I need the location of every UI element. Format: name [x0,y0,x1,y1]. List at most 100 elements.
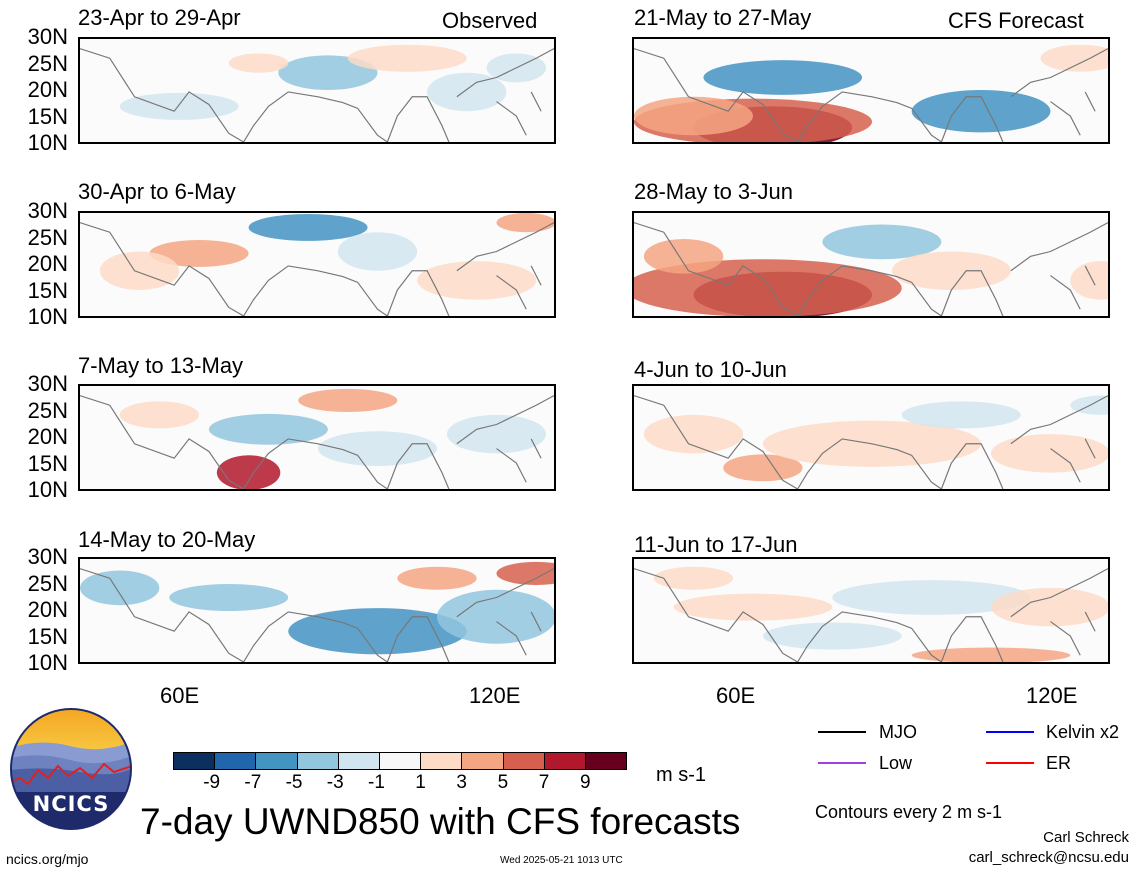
colorbar-tick-label: 1 [415,772,426,793]
lat-tick-label: 10N [27,477,68,502]
lat-tick-label: 10N [27,304,68,329]
wind-anomaly-area [991,434,1108,473]
colorbar-tick-label: 5 [497,772,509,793]
colorbar-tick-label: 3 [456,772,467,793]
wind-anomaly-area [446,414,547,454]
lat-tick-label: 10N [27,130,68,155]
wind-anomaly-area [169,584,289,611]
map-panel-observed-4 [78,557,556,664]
coastline [80,568,554,662]
panel-title: 21-May to 27-May [634,5,812,30]
wind-anomaly-area [397,566,477,590]
panel-title: 30-Apr to 6-May [78,179,236,204]
wind-anomaly-area [317,431,437,466]
wind-anomaly-area [298,388,398,412]
lat-tick-label: 25N [27,50,68,76]
coastline [80,222,554,316]
lat-tick-label: 15N [27,103,68,129]
colorbar-tick-label: 9 [580,772,591,793]
panel-title: 28-May to 3-Jun [634,179,793,204]
coastline [80,395,554,489]
lat-tick-label: 15N [27,277,68,303]
author-email[interactable]: carl_schreck@ncsu.edu [968,849,1129,866]
lat-tick-label: 15N [27,450,68,476]
colorbar-tick-label: 7 [538,772,550,793]
colorbar-swatch [296,752,339,770]
coastline [634,568,1108,662]
wind-anomaly-area [643,414,744,454]
lon-tick-label: 60E [160,683,200,708]
contour-note: Contours every 2 m s-1 [815,802,1003,822]
wind-anomaly-area [911,90,1051,133]
logo-text: NCICS [32,792,110,816]
lon-tick-label: 120E [469,683,521,708]
legend-label-er: ER [1046,753,1072,773]
ncics-logo: NCICS [10,708,132,830]
wind-anomaly-area [822,224,942,260]
lat-tick-label: 20N [27,597,68,622]
legend-label-low: Low [879,753,913,773]
wind-anomaly-area [496,561,554,585]
legend-label-mjo: MJO [879,722,917,742]
lat-tick-label: 15N [27,623,68,649]
panel-title: 7-May to 13-May [78,353,244,378]
wind-anomaly-area [347,44,467,72]
colorbar-swatch [543,752,586,770]
wind-anomaly-area [723,454,803,482]
legend-label-kelvin: Kelvin x2 [1046,722,1120,742]
panel-title: 14-May to 20-May [78,527,256,552]
colorbar-swatch [420,752,463,770]
observed-label: Observed [442,8,538,33]
colorbar-swatch [461,752,504,770]
lat-tick-label: 25N [27,570,68,596]
wind-anomaly-area [1070,261,1108,300]
author-name: Carl Schreck [1043,829,1129,846]
wind-anomaly-area [80,570,160,606]
colorbar-tick-label: -5 [285,772,303,793]
wind-anomaly-area [208,413,328,445]
timestamp: Wed 2025-05-21 1013 UTC [500,855,623,866]
wind-anomaly-area [248,213,368,241]
wind-anomaly-area [762,622,902,650]
map-panel-observed-3 [78,384,556,491]
lat-tick-label: 30N [27,544,68,569]
map-panel-observed-2 [78,211,556,318]
colorbar-tick-label: -7 [244,772,262,793]
panel-title: 23-Apr to 29-Apr [78,5,241,30]
coastline [634,222,1108,316]
map-panel-forecast-2 [632,211,1110,318]
lat-tick-label: 20N [27,77,68,102]
panel-title: 4-Jun to 10-Jun [634,357,787,382]
lon-tick-label: 60E [716,683,756,708]
map-panel-observed-1 [78,37,556,144]
lat-tick-label: 20N [27,424,68,449]
wind-anomaly-area [1040,44,1108,72]
chart-title: 7-day UWND850 with CFS forecasts [140,801,741,842]
lat-tick-label: 30N [27,24,68,49]
wind-anomaly-area [991,587,1108,627]
colorbar-swatch [337,752,380,770]
wind-anomaly-area [337,232,418,271]
wind-anomaly-area [901,401,1021,429]
legend-line-mjo [818,731,866,733]
source-url[interactable]: ncics.org/mjo [6,851,89,867]
coastline [634,395,1108,489]
lat-tick-label: 25N [27,397,68,423]
wind-anomaly-area [216,455,281,489]
panel-title: 11-Jun to 17-Jun [634,532,798,557]
lat-tick-label: 25N [27,224,68,250]
forecast-label: CFS Forecast [948,8,1084,33]
wind-anomaly-area [278,55,378,91]
colorbar-swatch [214,752,257,770]
wind-anomaly-area [832,580,1031,615]
lon-tick-label: 120E [1026,683,1078,708]
colorbar-swatch [379,752,422,770]
colorbar-swatch [173,752,216,770]
wind-anomaly-area [99,251,180,291]
wind-anomaly-area [228,53,289,73]
wind-anomaly-area [427,72,507,112]
legend-line-kelvin [986,731,1034,733]
colorbar-tick-label: -1 [368,772,385,793]
wind-anomaly-area [417,261,537,300]
wind-anomaly-area [703,60,863,95]
